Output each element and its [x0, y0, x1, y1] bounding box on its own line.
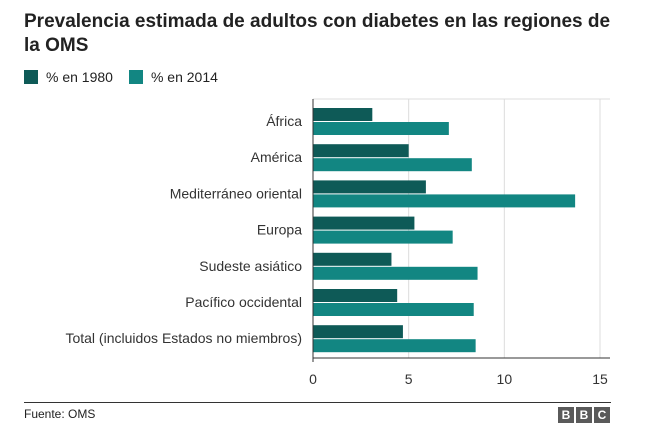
source-note: Fuente: OMS [24, 407, 96, 421]
category-label: Pacífico occidental [185, 294, 302, 310]
legend-swatch-1980 [24, 70, 38, 84]
bar-chart: África América Mediterráneo oriental Europa… [65, 98, 610, 387]
bar [313, 303, 474, 316]
chart-legend: % en 1980 % en 2014 [24, 69, 234, 85]
x-tick-label: 0 [309, 371, 317, 387]
bar [313, 108, 373, 121]
category-label: Total (incluidos Estados no miembros) [65, 330, 302, 346]
bar [313, 194, 576, 208]
legend-item-2014: % en 2014 [128, 69, 218, 85]
bar [313, 144, 409, 158]
bar [313, 325, 403, 339]
x-tick-label: 10 [497, 371, 513, 387]
x-tick-label: 15 [592, 371, 608, 387]
bar [313, 216, 415, 230]
x-tick-label: 5 [405, 371, 413, 387]
bar [313, 289, 398, 302]
legend-label-2014: % en 2014 [150, 69, 218, 85]
bar [313, 339, 476, 353]
category-label: Europa [257, 222, 302, 238]
category-label: América [251, 149, 303, 165]
bbc-logo-letter: C [594, 407, 610, 423]
bar [313, 180, 426, 194]
footer-divider [24, 402, 611, 403]
chart-title: Prevalencia estimada de adultos con diab… [24, 11, 611, 56]
bbc-logo: B B C [556, 407, 610, 423]
bar [313, 230, 453, 244]
legend-label-1980: % en 1980 [46, 69, 113, 85]
bar [313, 252, 392, 266]
category-label: Mediterráneo oriental [170, 185, 302, 201]
legend-item-1980: % en 1980 [24, 69, 113, 85]
legend-swatch-2014 [128, 70, 143, 84]
bbc-logo-letter: B [576, 407, 592, 423]
category-label: Sudeste asiático [199, 258, 302, 274]
bar [313, 122, 449, 135]
bar [313, 158, 472, 172]
category-label: África [266, 113, 302, 129]
bbc-logo-letter: B [558, 407, 574, 423]
bar [313, 266, 478, 280]
